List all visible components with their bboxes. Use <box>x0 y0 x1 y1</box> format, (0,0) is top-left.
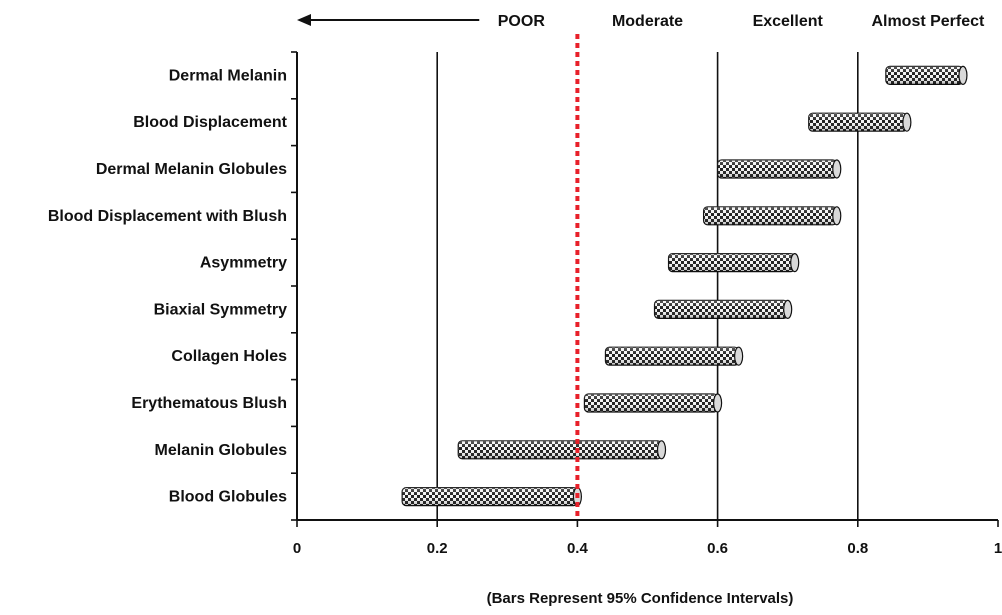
interval-bar-end-cap <box>656 440 667 460</box>
agreement-level-label: Excellent <box>753 13 824 30</box>
interval-bar <box>401 487 583 507</box>
interval-bar <box>604 346 744 366</box>
category-label: Biaxial Symmetry <box>154 301 288 318</box>
category-label: Melanin Globules <box>155 442 288 459</box>
interval-bar-shade <box>885 66 963 85</box>
interval-bar-shade <box>703 206 837 225</box>
category-label: Erythematous Blush <box>131 395 287 412</box>
interval-bar-shade <box>458 440 662 459</box>
chart-footnote: (Bars Represent 95% Confidence Intervals… <box>487 590 794 607</box>
interval-bar-end-cap <box>734 346 744 366</box>
poor-direction-arrow-head <box>297 14 311 26</box>
category-label: Asymmetry <box>200 255 287 272</box>
agreement-level-label: Moderate <box>612 13 683 30</box>
category-label: Blood Globules <box>169 489 287 506</box>
interval-bar <box>457 440 667 460</box>
x-tick-label: 0 <box>293 540 301 557</box>
x-tick-label: 1 <box>994 540 1002 557</box>
category-label: Collagen Holes <box>171 348 287 365</box>
x-tick-label: 0.4 <box>567 540 589 557</box>
interval-bar-shade <box>402 487 578 506</box>
interval-bar-end-cap <box>783 299 793 319</box>
interval-bar <box>885 65 968 86</box>
interval-bar-shade <box>605 347 739 366</box>
category-label: Dermal Melanin Globules <box>96 161 287 178</box>
interval-bar-shade <box>584 394 718 412</box>
interval-bar-shade <box>654 300 788 319</box>
x-tick-label: 0.8 <box>847 540 868 557</box>
interval-bar-end-cap <box>790 253 800 273</box>
category-label: Blood Displacement with Blush <box>48 208 287 225</box>
interval-bar <box>702 206 842 226</box>
interval-bar <box>808 112 912 132</box>
interval-bar <box>667 253 800 273</box>
agreement-level-label: POOR <box>498 13 546 30</box>
interval-bar-end-cap <box>958 65 968 86</box>
interval-bar-end-cap <box>712 393 723 413</box>
x-tick-label: 0.2 <box>427 540 448 557</box>
interval-bar-end-cap <box>832 206 842 226</box>
category-label: Dermal Melanin <box>169 67 287 84</box>
interval-bar <box>583 393 723 413</box>
interval-bar <box>653 299 793 319</box>
interval-bar-shade <box>808 113 907 132</box>
interval-bar <box>716 159 842 179</box>
interval-bar-end-cap <box>832 159 842 179</box>
interval-bar-shade <box>717 160 837 178</box>
x-tick-label: 0.6 <box>707 540 728 557</box>
agreement-level-label: Almost Perfect <box>871 13 985 30</box>
interval-bar-shade <box>668 253 795 272</box>
interval-bar-end-cap <box>902 112 912 132</box>
category-label: Blood Displacement <box>133 114 287 131</box>
